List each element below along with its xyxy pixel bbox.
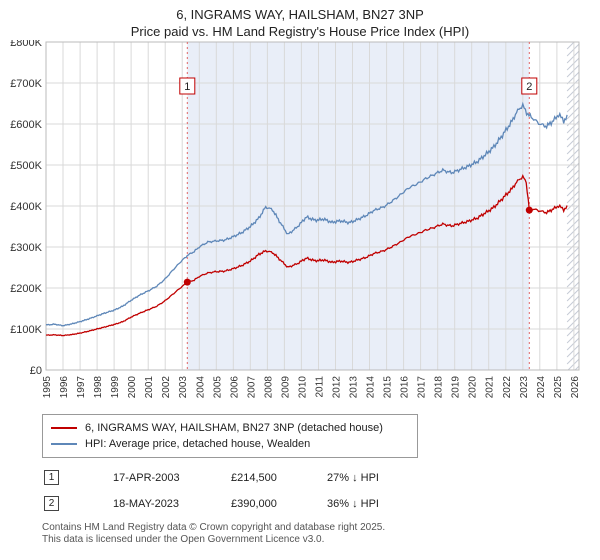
svg-text:2004: 2004	[195, 376, 206, 399]
series-line-1	[45, 101, 568, 327]
transaction-row: 1 17-APR-2003 £214,500 27% ↓ HPI	[44, 470, 600, 485]
header: 6, INGRAMS WAY, HAILSHAM, BN27 3NP Price…	[0, 0, 600, 40]
svg-text:2017: 2017	[417, 376, 428, 399]
future-hatch	[566, 41, 580, 371]
svg-text:1999: 1999	[110, 376, 121, 399]
svg-text:£700K: £700K	[10, 78, 42, 90]
svg-text:2014: 2014	[366, 376, 377, 399]
sale-marker-box	[179, 77, 196, 95]
legend-label-hpi: HPI: Average price, detached house, Weal…	[85, 438, 311, 450]
legend-item-hpi[interactable]: HPI: Average price, detached house, Weal…	[51, 436, 409, 452]
license-footer: Contains HM Land Registry data © Crown c…	[42, 522, 600, 546]
svg-text:£300K: £300K	[10, 242, 42, 254]
svg-text:2016: 2016	[400, 376, 411, 399]
svg-text:2000: 2000	[127, 376, 138, 399]
svg-text:1995: 1995	[42, 376, 53, 399]
svg-text:2019: 2019	[451, 376, 462, 399]
plot-border	[45, 41, 580, 371]
svg-text:£100K: £100K	[10, 324, 42, 336]
sale-marker-box	[521, 77, 538, 95]
svg-text:2008: 2008	[263, 376, 274, 399]
transactions: 1 17-APR-2003 £214,500 27% ↓ HPI 2 18-MA…	[44, 470, 600, 511]
svg-text:2026: 2026	[570, 376, 581, 399]
transaction-row: 2 18-MAY-2023 £390,000 36% ↓ HPI	[44, 496, 600, 511]
svg-text:2010: 2010	[297, 376, 308, 399]
svg-text:2: 2	[526, 81, 532, 93]
transaction-2-hpi: 36% ↓ HPI	[327, 497, 379, 510]
svg-text:2021: 2021	[485, 376, 496, 399]
legend-label-property: 6, INGRAMS WAY, HAILSHAM, BN27 3NP (deta…	[85, 422, 383, 434]
page-title: 6, INGRAMS WAY, HAILSHAM, BN27 3NP	[176, 7, 424, 22]
svg-text:2020: 2020	[468, 376, 479, 399]
svg-text:£0: £0	[30, 365, 42, 377]
svg-text:2007: 2007	[246, 376, 257, 399]
svg-text:2013: 2013	[349, 376, 360, 399]
y-axis-labels: £0 £100K £200K £300K £400K £500K £600K £700K £80…	[10, 40, 42, 377]
svg-text:2023: 2023	[519, 376, 530, 399]
svg-text:£500K: £500K	[10, 160, 42, 172]
svg-text:£400K: £400K	[10, 201, 42, 213]
transaction-2-price: £390,000	[231, 497, 277, 510]
hpi-line-swatch	[51, 443, 77, 445]
svg-text:2002: 2002	[161, 376, 172, 399]
transaction-2-marker: 2	[44, 496, 59, 511]
svg-text:2015: 2015	[383, 376, 394, 399]
transaction-2-date: 18-MAY-2023	[113, 497, 180, 510]
svg-text:1998: 1998	[93, 376, 104, 399]
svg-text:1: 1	[184, 81, 190, 93]
svg-text:2025: 2025	[553, 376, 564, 399]
svg-text:1996: 1996	[59, 376, 70, 399]
svg-text:1997: 1997	[76, 376, 87, 399]
svg-text:2003: 2003	[178, 376, 189, 399]
series-line-0	[45, 174, 568, 337]
svg-text:2022: 2022	[502, 376, 513, 399]
svg-text:2012: 2012	[332, 376, 343, 399]
transaction-1-date: 17-APR-2003	[113, 471, 180, 484]
transaction-1-hpi: 27% ↓ HPI	[327, 471, 379, 484]
property-line-swatch	[51, 427, 77, 429]
chart-legend: 6, INGRAMS WAY, HAILSHAM, BN27 3NP (deta…	[42, 414, 418, 458]
svg-text:2018: 2018	[434, 376, 445, 399]
price-history-chart: £0 £100K £200K £300K £400K £500K £600K £700K £80…	[10, 40, 581, 399]
svg-text:2009: 2009	[280, 376, 291, 399]
sale-point	[525, 206, 533, 214]
transaction-1-marker: 1	[44, 470, 59, 485]
footer-line-2: This data is licensed under the Open Gov…	[42, 534, 325, 545]
svg-text:£800K: £800K	[10, 40, 42, 49]
page-subtitle: Price paid vs. HM Land Registry's House …	[130, 24, 470, 39]
sale-point	[183, 278, 191, 286]
svg-text:2001: 2001	[144, 376, 155, 399]
svg-text:2006: 2006	[229, 376, 240, 399]
svg-text:£600K: £600K	[10, 119, 42, 131]
svg-text:2005: 2005	[212, 376, 223, 399]
x-axis-labels: 1995 1996 1997 1998 1999 2000 2001 2002 2003 2004…	[42, 376, 581, 399]
svg-text:£200K: £200K	[10, 283, 42, 295]
svg-text:2024: 2024	[536, 376, 547, 399]
legend-item-property[interactable]: 6, INGRAMS WAY, HAILSHAM, BN27 3NP (deta…	[51, 420, 409, 436]
transaction-1-price: £214,500	[231, 471, 277, 484]
svg-text:2011: 2011	[315, 376, 326, 398]
footer-line-1: Contains HM Land Registry data © Crown c…	[42, 522, 386, 533]
